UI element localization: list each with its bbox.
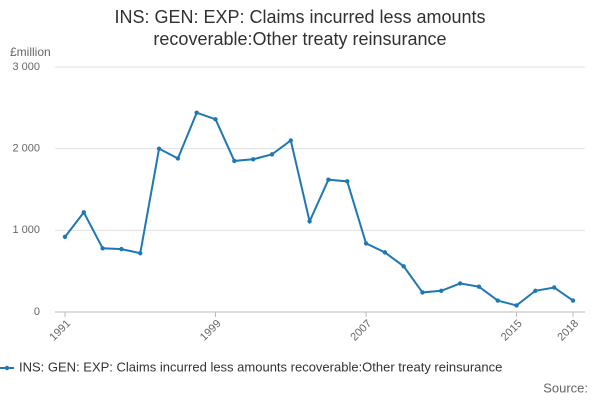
data-point [194, 110, 199, 115]
data-point [570, 298, 576, 303]
data-point [439, 288, 444, 293]
data-point [213, 117, 218, 122]
y-axis-label: £million [10, 45, 51, 59]
x-tick-label: 2007 [348, 318, 374, 344]
data-point [326, 177, 331, 182]
data-point [420, 290, 425, 295]
data-point [476, 284, 482, 289]
data-point [288, 138, 293, 143]
data-point [382, 250, 388, 255]
x-tick-label: 2015 [499, 318, 525, 344]
data-point [514, 303, 519, 308]
data-point [62, 234, 68, 240]
data-point [156, 146, 162, 151]
data-point [232, 158, 237, 164]
data-point [81, 210, 87, 215]
data-point [401, 264, 406, 269]
legend-label: INS: GEN: EXP: Claims incurred less amou… [19, 359, 502, 374]
y-tick-label: 2 000 [12, 143, 40, 155]
x-tick-label: 2018 [555, 318, 581, 344]
data-point [533, 288, 538, 293]
data-point [551, 285, 557, 290]
data-point [363, 241, 369, 246]
x-tick-label: 1991 [47, 318, 73, 344]
data-point [119, 246, 124, 252]
data-point [495, 298, 500, 303]
y-tick-label: 1 000 [12, 224, 40, 236]
series-line [64, 111, 574, 307]
chart-title: INS: GEN: EXP: Claims incurred less amou… [114, 7, 486, 49]
y-tick-label: 0 [34, 306, 40, 318]
source: Source: [543, 380, 588, 395]
data-point [345, 179, 350, 184]
data-point [175, 156, 181, 161]
data-point [457, 281, 463, 286]
data-point [307, 219, 312, 224]
y-tick-label: 3 000 [12, 61, 40, 73]
data-point [100, 246, 105, 251]
data-point [250, 157, 256, 162]
legend-marker [4, 365, 10, 371]
x-tick-label: 1999 [198, 318, 224, 344]
data-point [269, 152, 275, 157]
data-point [138, 251, 143, 256]
